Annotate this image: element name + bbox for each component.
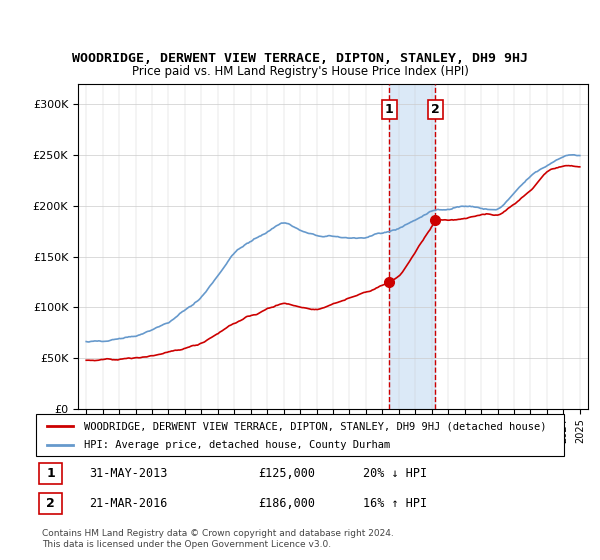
Bar — [389, 84, 436, 409]
Text: £186,000: £186,000 — [258, 497, 315, 510]
Text: 31-MAY-2013: 31-MAY-2013 — [89, 468, 167, 480]
Text: 1: 1 — [385, 103, 394, 116]
FancyBboxPatch shape — [38, 463, 62, 484]
Text: Contains HM Land Registry data © Crown copyright and database right 2024.
This d: Contains HM Land Registry data © Crown c… — [42, 529, 394, 549]
Text: 20% ↓ HPI: 20% ↓ HPI — [364, 468, 427, 480]
FancyBboxPatch shape — [36, 414, 564, 456]
Text: HPI: Average price, detached house, County Durham: HPI: Average price, detached house, Coun… — [83, 440, 390, 450]
Text: 2: 2 — [46, 497, 55, 510]
Text: WOODRIDGE, DERWENT VIEW TERRACE, DIPTON, STANLEY, DH9 9HJ (detached house): WOODRIDGE, DERWENT VIEW TERRACE, DIPTON,… — [83, 421, 546, 431]
Text: Price paid vs. HM Land Registry's House Price Index (HPI): Price paid vs. HM Land Registry's House … — [131, 64, 469, 78]
Text: 2: 2 — [431, 103, 440, 116]
Text: 1: 1 — [46, 468, 55, 480]
Text: £125,000: £125,000 — [258, 468, 315, 480]
Text: 16% ↑ HPI: 16% ↑ HPI — [364, 497, 427, 510]
FancyBboxPatch shape — [38, 493, 62, 514]
Text: WOODRIDGE, DERWENT VIEW TERRACE, DIPTON, STANLEY, DH9 9HJ: WOODRIDGE, DERWENT VIEW TERRACE, DIPTON,… — [72, 52, 528, 66]
Text: 21-MAR-2016: 21-MAR-2016 — [89, 497, 167, 510]
